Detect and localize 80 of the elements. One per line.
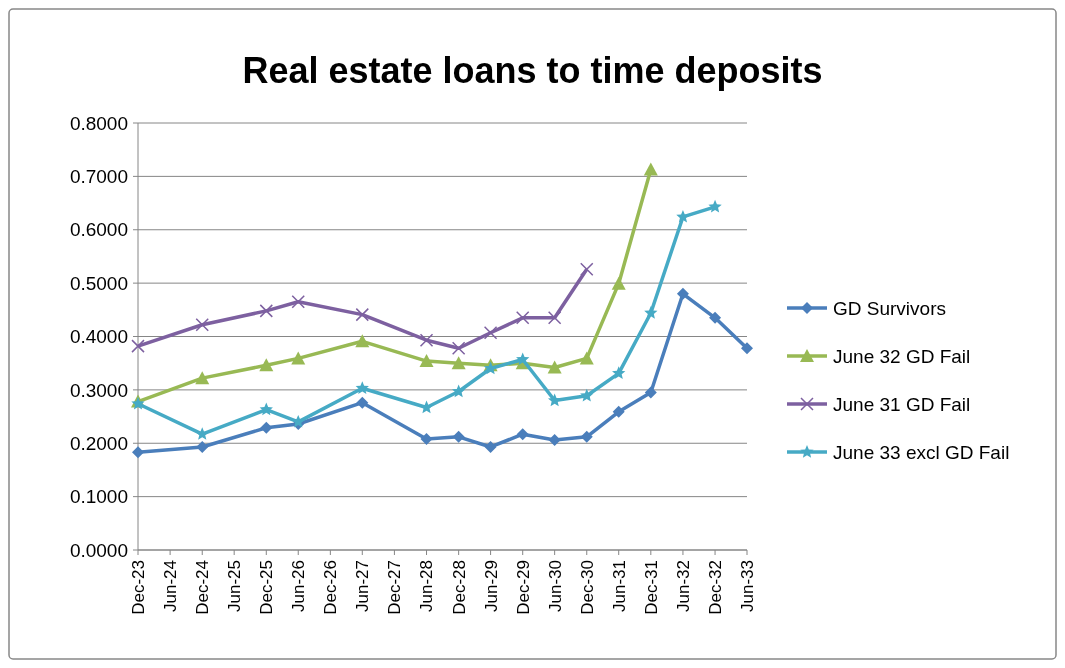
x-tick-label: Jun-28 — [417, 560, 437, 612]
point — [260, 421, 273, 434]
x-tick-label: Jun-26 — [289, 560, 309, 612]
point — [741, 342, 753, 355]
point — [676, 287, 689, 300]
legend-label: June 33 excl GD Fail — [833, 441, 1010, 463]
x-tick-label: Dec-26 — [321, 560, 341, 615]
point — [451, 384, 466, 398]
point — [612, 405, 625, 418]
x-tick-label: Dec-25 — [257, 560, 277, 615]
point — [515, 311, 530, 325]
point — [196, 440, 209, 453]
point — [709, 311, 722, 324]
point — [420, 432, 433, 445]
chart-title: Real estate loans to time deposits — [242, 50, 823, 91]
point — [419, 354, 434, 368]
x-tick-label: Dec-32 — [706, 560, 726, 615]
point — [483, 326, 498, 340]
y-tick-label: 0.5000 — [69, 272, 128, 294]
point — [356, 396, 369, 409]
legend-label: June 32 GD Fail — [833, 345, 971, 367]
point — [580, 388, 594, 402]
x-tick-label: Jun-33 — [737, 560, 757, 612]
point — [708, 199, 722, 213]
point — [516, 352, 530, 366]
y-tick-label: 0.6000 — [69, 219, 128, 241]
point — [195, 371, 210, 385]
point — [131, 339, 145, 353]
x-tick-label: Dec-27 — [385, 560, 405, 615]
point — [580, 430, 593, 443]
x-tick-label: Jun-27 — [353, 560, 373, 612]
point — [612, 366, 626, 379]
point — [644, 306, 658, 319]
point — [644, 386, 657, 399]
y-tick-label: 0.3000 — [69, 379, 128, 401]
x-tick-label: Dec-29 — [513, 560, 533, 615]
x-tick-label: Jun-24 — [161, 560, 181, 612]
point — [451, 356, 466, 370]
point — [259, 402, 273, 416]
point — [355, 334, 370, 348]
point — [579, 351, 594, 365]
point — [419, 333, 434, 347]
point — [195, 427, 209, 440]
x-tick-label: Jun-25 — [225, 560, 245, 612]
x-tick-label: Jun-31 — [609, 560, 629, 612]
y-tick-label: 0.2000 — [69, 432, 128, 454]
point — [195, 318, 209, 332]
x-tick-label: Dec-31 — [641, 560, 661, 615]
x-tick-label: Dec-28 — [449, 560, 469, 615]
point — [548, 434, 561, 447]
point — [291, 414, 305, 428]
point — [484, 440, 497, 453]
x-tick-label: Jun-30 — [545, 560, 565, 612]
point — [516, 428, 529, 441]
x-tick-label: Dec-23 — [128, 560, 148, 615]
point — [259, 304, 274, 318]
point — [452, 430, 465, 443]
point — [259, 358, 274, 372]
point — [611, 276, 626, 290]
y-tick-label: 0.4000 — [69, 326, 128, 348]
x-tick-label: Dec-30 — [577, 560, 597, 615]
point — [355, 381, 369, 394]
legend-label: June 31 GD Fail — [833, 393, 971, 415]
point — [580, 262, 594, 276]
x-tick-label: Jun-32 — [673, 560, 693, 612]
point — [547, 311, 562, 325]
point — [291, 295, 305, 309]
point — [355, 307, 370, 322]
y-tick-label: 0.1000 — [69, 486, 128, 508]
x-tick-label: Dec-24 — [193, 560, 213, 615]
point — [643, 162, 658, 176]
point — [451, 341, 466, 355]
y-tick-label: 0.8000 — [69, 112, 128, 134]
point — [291, 351, 306, 365]
point — [132, 446, 144, 459]
y-tick-label: 0.7000 — [69, 166, 128, 188]
legend-label: GD Survivors — [833, 297, 946, 319]
x-tick-label: Jun-29 — [481, 560, 501, 612]
y-tick-label: 0.0000 — [69, 539, 128, 561]
point — [547, 360, 562, 374]
